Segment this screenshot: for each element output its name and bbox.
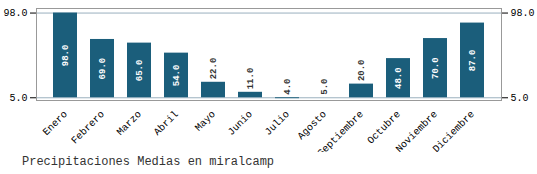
svg-text:Octubre: Octubre [365, 109, 402, 146]
svg-text:87.0: 87.0 [468, 50, 478, 72]
svg-text:65.0: 65.0 [135, 60, 145, 82]
svg-text:Agosto: Agosto [296, 109, 329, 142]
svg-text:54.0: 54.0 [172, 65, 182, 87]
svg-text:11.0: 11.0 [246, 68, 256, 90]
svg-text:Febrero: Febrero [69, 109, 106, 146]
svg-text:69.0: 69.0 [98, 58, 108, 80]
svg-text:Enero: Enero [41, 109, 70, 138]
svg-text:Septiembre: Septiembre [316, 109, 366, 152]
svg-text:70.0: 70.0 [431, 57, 441, 79]
svg-text:22.0: 22.0 [209, 58, 219, 80]
svg-text:Junio: Junio [226, 109, 255, 138]
svg-text:Mayo: Mayo [193, 109, 218, 134]
svg-text:98.0: 98.0 [511, 8, 535, 19]
svg-text:48.0: 48.0 [394, 67, 404, 89]
html-text:Precipitaciones Medias en mira: Precipitaciones Medias en miralcamp [22, 155, 274, 169]
svg-text:Julio: Julio [263, 109, 292, 138]
svg-text:Marzo: Marzo [115, 109, 144, 138]
svg-text:5.0: 5.0 [320, 79, 330, 95]
svg-text:98.0: 98.0 [61, 45, 71, 67]
svg-text:Diciembre: Diciembre [431, 109, 477, 152]
svg-text:5.0: 5.0 [9, 93, 27, 104]
svg-text:4.0: 4.0 [283, 79, 293, 95]
svg-text:5.0: 5.0 [511, 93, 529, 104]
svg-text:Abril: Abril [152, 109, 181, 138]
svg-text:20.0: 20.0 [357, 59, 367, 81]
svg-text:98.0: 98.0 [3, 8, 27, 19]
